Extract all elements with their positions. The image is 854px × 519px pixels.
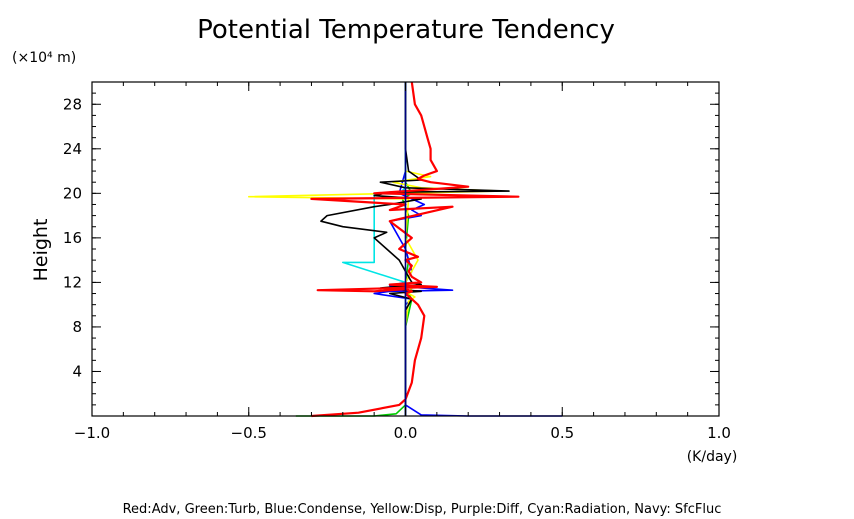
series-layer [248,81,563,418]
y-axis-unit: (×10⁴ m) [12,50,76,66]
y-axis-ticks: 4 8 12 16 20 24 28 [63,92,719,406]
x-axis-ticks: −1.0 −0.5 0.0 0.5 1.0 [74,82,731,442]
y-axis-label: Height [30,219,52,282]
y-tick-label: 12 [63,273,82,291]
x-tick-label: −1.0 [74,424,110,442]
plot-frame [91,81,720,417]
y-tick-label: 20 [63,184,82,202]
y-tick-label: 16 [63,229,82,247]
x-tick-label: 1.0 [707,424,731,442]
series-line-5 [310,81,520,418]
legend-text: Red:Adv, Green:Turb, Blue:Condense, Yell… [123,502,722,517]
x-tick-label: 0.5 [550,424,574,442]
y-tick-label: 28 [63,95,82,113]
y-tick-label: 8 [72,318,82,336]
x-axis-label: (K/day) [687,449,738,465]
x-tick-label: −0.5 [231,424,267,442]
x-tick-label: 0.0 [394,424,418,442]
series-line-3 [341,82,407,416]
y-tick-label: 4 [72,362,82,380]
series-line-0 [295,82,413,417]
series-line-1 [373,82,563,417]
y-tick-label: 24 [63,140,82,158]
chart-title: Potential Temperature Tendency [197,15,615,45]
